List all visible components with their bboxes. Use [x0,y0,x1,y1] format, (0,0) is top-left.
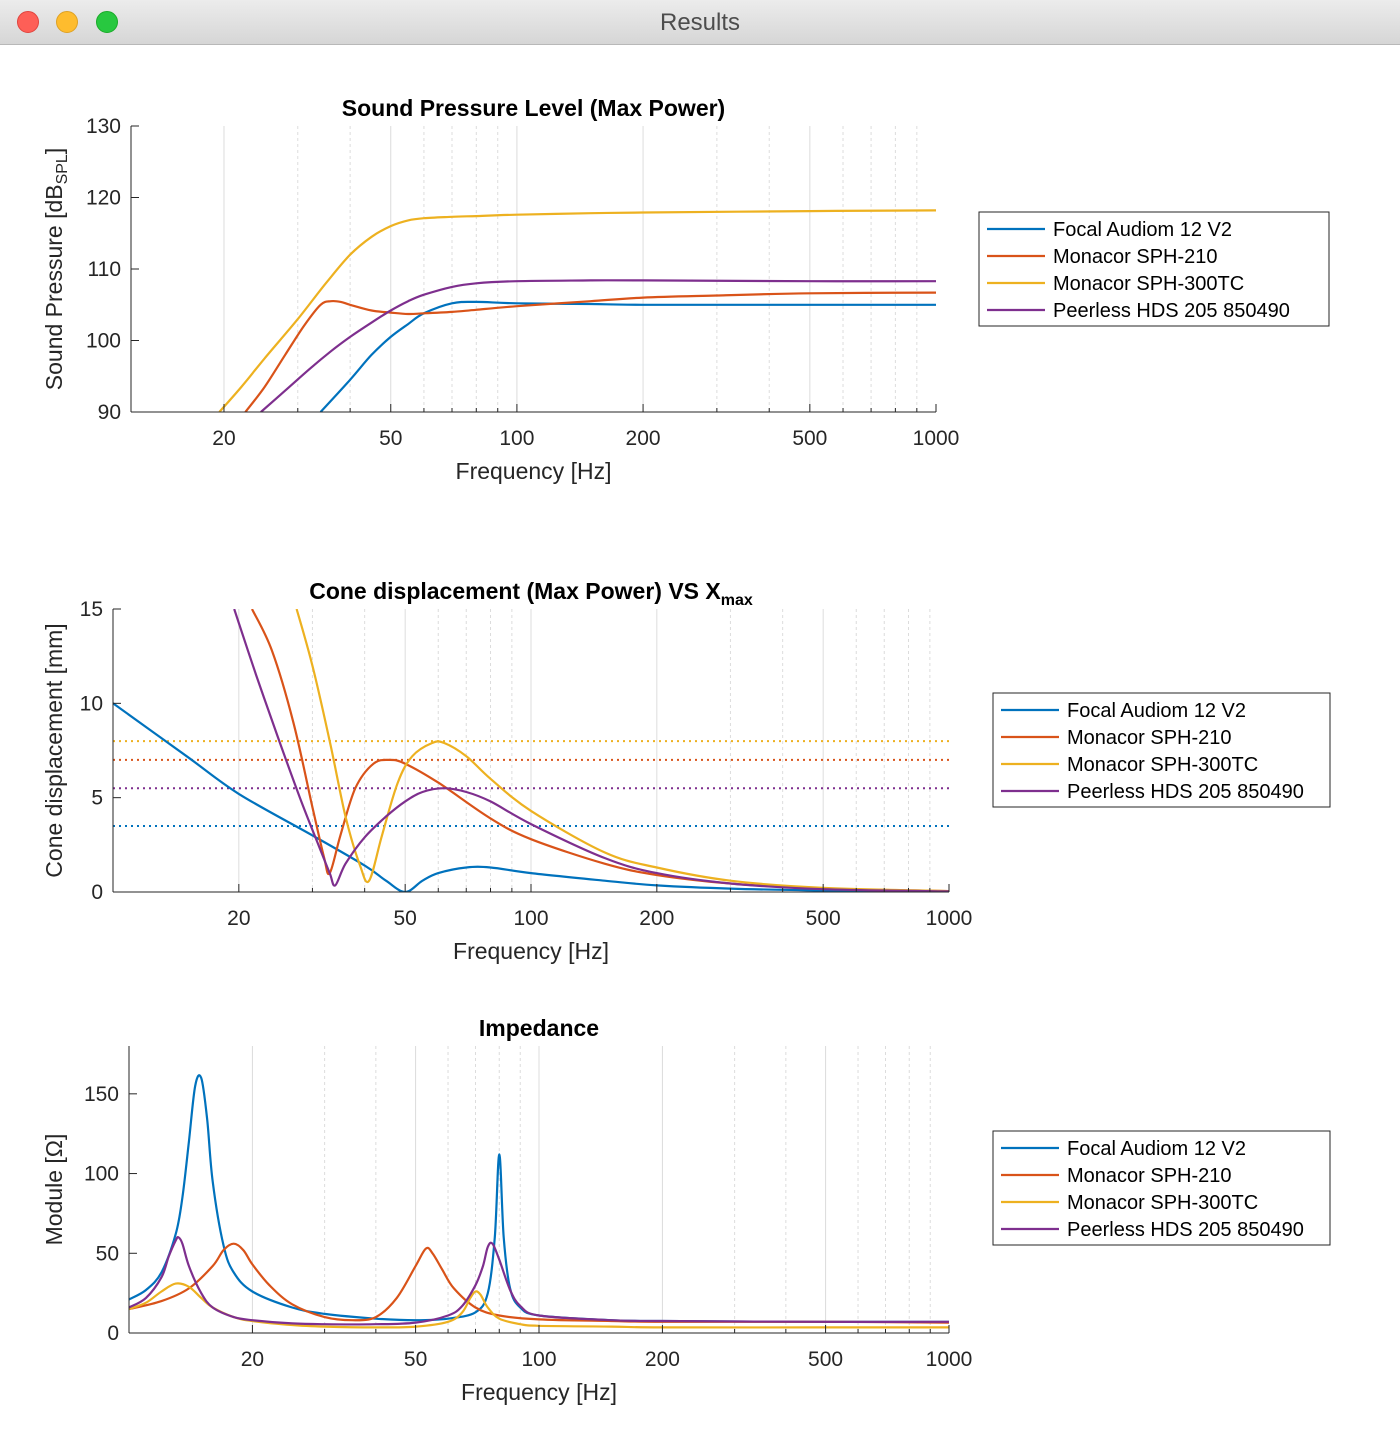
x-tick-label: 100 [499,427,534,450]
y-tick-label: 100 [86,330,121,353]
legend-entry: Monacor SPH-300TC [1067,1192,1258,1214]
y-tick-label: 150 [84,1083,119,1106]
legend-entry: Monacor SPH-210 [1067,727,1232,749]
legend-entry: Focal Audiom 12 V2 [1067,1138,1246,1160]
x-tick-label: 20 [241,1348,264,1371]
series-line [129,1236,949,1326]
y-tick-label: 10 [80,692,103,715]
legend-entry: Monacor SPH-210 [1053,246,1218,268]
x-tick-label: 200 [645,1348,680,1371]
series-line [295,609,949,892]
zoom-window-button[interactable] [96,11,118,33]
series-line [244,291,936,412]
legend-entry: Monacor SPH-210 [1067,1165,1232,1187]
window-title: Results [659,9,741,36]
chart-legend: Focal Audiom 12 V2 Monacor SPH-210 Monacor… [978,211,1330,327]
x-tick-label: 200 [626,427,661,450]
chart-2: 20 50 100 200 500 1000 0 5 10 15 Cone displacement… [41,578,1331,964]
legend-entry: Focal Audiom 12 V2 [1067,700,1246,722]
x-tick-label: 500 [792,427,827,450]
series-line [260,279,936,412]
legend-box [978,211,1330,327]
minimize-window-button[interactable] [56,11,78,33]
y-tick-label: 0 [91,881,103,904]
x-tick-label: 500 [808,1348,843,1371]
x-tick-label: 50 [404,1348,427,1371]
chart-title: Cone displacement (Max Power) VS Xmax [309,578,753,609]
x-tick-label: 1000 [913,427,960,450]
close-window-button[interactable] [17,11,39,33]
x-tick-label: 100 [521,1348,556,1371]
legend-entry: Peerless HDS 205 850490 [1067,781,1304,803]
plot-data [113,609,949,892]
x-tick-label: 20 [227,907,250,930]
legend-entry: Monacor SPH-300TC [1053,273,1244,295]
legend-box [992,1130,1331,1246]
x-tick-label: 50 [379,427,402,450]
y-tick-label: 120 [86,187,121,210]
legend-entry: Peerless HDS 205 850490 [1053,300,1290,322]
x-axis-label: Frequency [Hz] [461,1379,617,1405]
series-line [129,1282,949,1329]
x-axis-label: Frequency [Hz] [453,938,609,964]
series-line [233,609,949,892]
y-tick-label: 100 [84,1163,119,1186]
x-tick-label: 1000 [926,1348,973,1371]
y-tick-label: 110 [88,258,121,281]
y-tick-label: 90 [98,401,121,424]
x-tick-label: 50 [393,907,416,930]
y-axis-label: Module [Ω] [41,1134,67,1246]
y-axis-label: Sound Pressure [dBSPL] [41,148,71,390]
window-titlebar: Results [0,0,1400,45]
chart-title: Sound Pressure Level (Max Power) [342,95,725,121]
y-tick-label: 130 [86,115,121,138]
series-line [113,702,949,892]
y-axis-label: Cone displacement [mm] [41,623,67,877]
legend-box [992,692,1331,808]
x-tick-label: 1000 [926,907,973,930]
y-tick-label: 5 [91,787,103,810]
legend-entry: Peerless HDS 205 850490 [1067,1219,1304,1241]
x-tick-label: 500 [806,907,841,930]
series-line [129,1242,949,1324]
legend-entry: Focal Audiom 12 V2 [1053,219,1232,241]
x-axis-label: Frequency [Hz] [456,458,612,484]
legend-entry: Monacor SPH-300TC [1067,754,1258,776]
chart-legend: Focal Audiom 12 V2 Monacor SPH-210 Monacor… [992,692,1331,808]
chart-title: Impedance [479,1015,599,1041]
series-line [319,300,936,412]
x-tick-label: 100 [513,907,548,930]
y-tick-label: 50 [96,1242,119,1265]
chart-3: 20 50 100 200 500 1000 0 50 100 150 Impedance Frequ… [41,1015,1331,1405]
y-tick-label: 0 [107,1322,119,1345]
chart-legend: Focal Audiom 12 V2 Monacor SPH-210 Monacor… [992,1130,1331,1246]
plot-data [218,209,936,412]
y-tick-label: 15 [80,598,103,621]
plot-data [129,1074,949,1329]
x-tick-label: 200 [639,907,674,930]
chart-1: 20 50 100 200 500 1000 90 100 110 120 130 Sound Pre… [41,95,1330,484]
x-tick-label: 20 [212,427,235,450]
series-line [218,209,936,412]
